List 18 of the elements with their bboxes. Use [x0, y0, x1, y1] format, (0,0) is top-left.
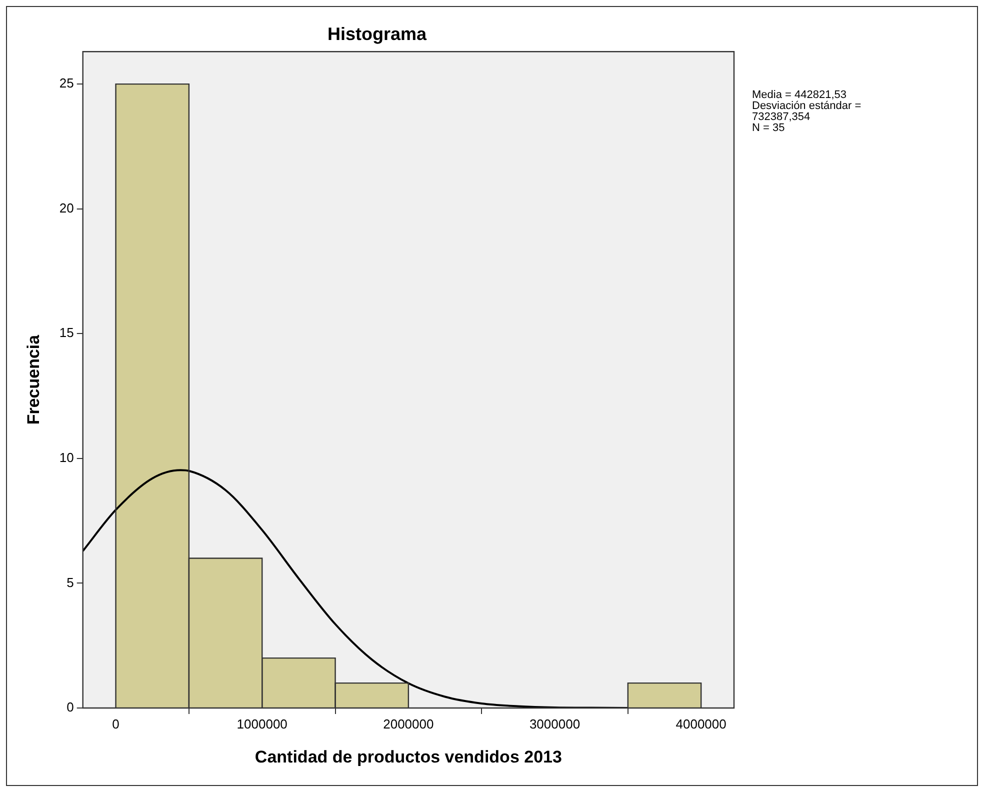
x-tick-label: 0 [112, 716, 120, 732]
y-axis-title: Frecuencia [24, 334, 43, 425]
text: N = 35 [752, 122, 786, 134]
x-tick-label: 3000000 [529, 716, 580, 732]
y-tick-label: 15 [59, 325, 74, 340]
y-tick-label: 25 [59, 76, 74, 91]
y-tick-label: 5 [66, 574, 74, 590]
chart-title: Histograma [327, 24, 428, 44]
y-tick-label: 0 [66, 700, 74, 715]
y-tick-label: 10 [59, 450, 74, 465]
line-series [82, 469, 629, 708]
x-tick-label: 1000000 [236, 716, 288, 732]
x-axis-title: Cantidad de productos vendidos 2013 [254, 747, 562, 766]
text: Media = 442821,53 [752, 89, 846, 101]
x-tick-label: 2000000 [383, 716, 434, 732]
text: Desviación estándar = 732387,354 [752, 100, 862, 123]
y-tick-label: 20 [59, 200, 74, 216]
x-tick-label: 4000000 [676, 716, 726, 732]
